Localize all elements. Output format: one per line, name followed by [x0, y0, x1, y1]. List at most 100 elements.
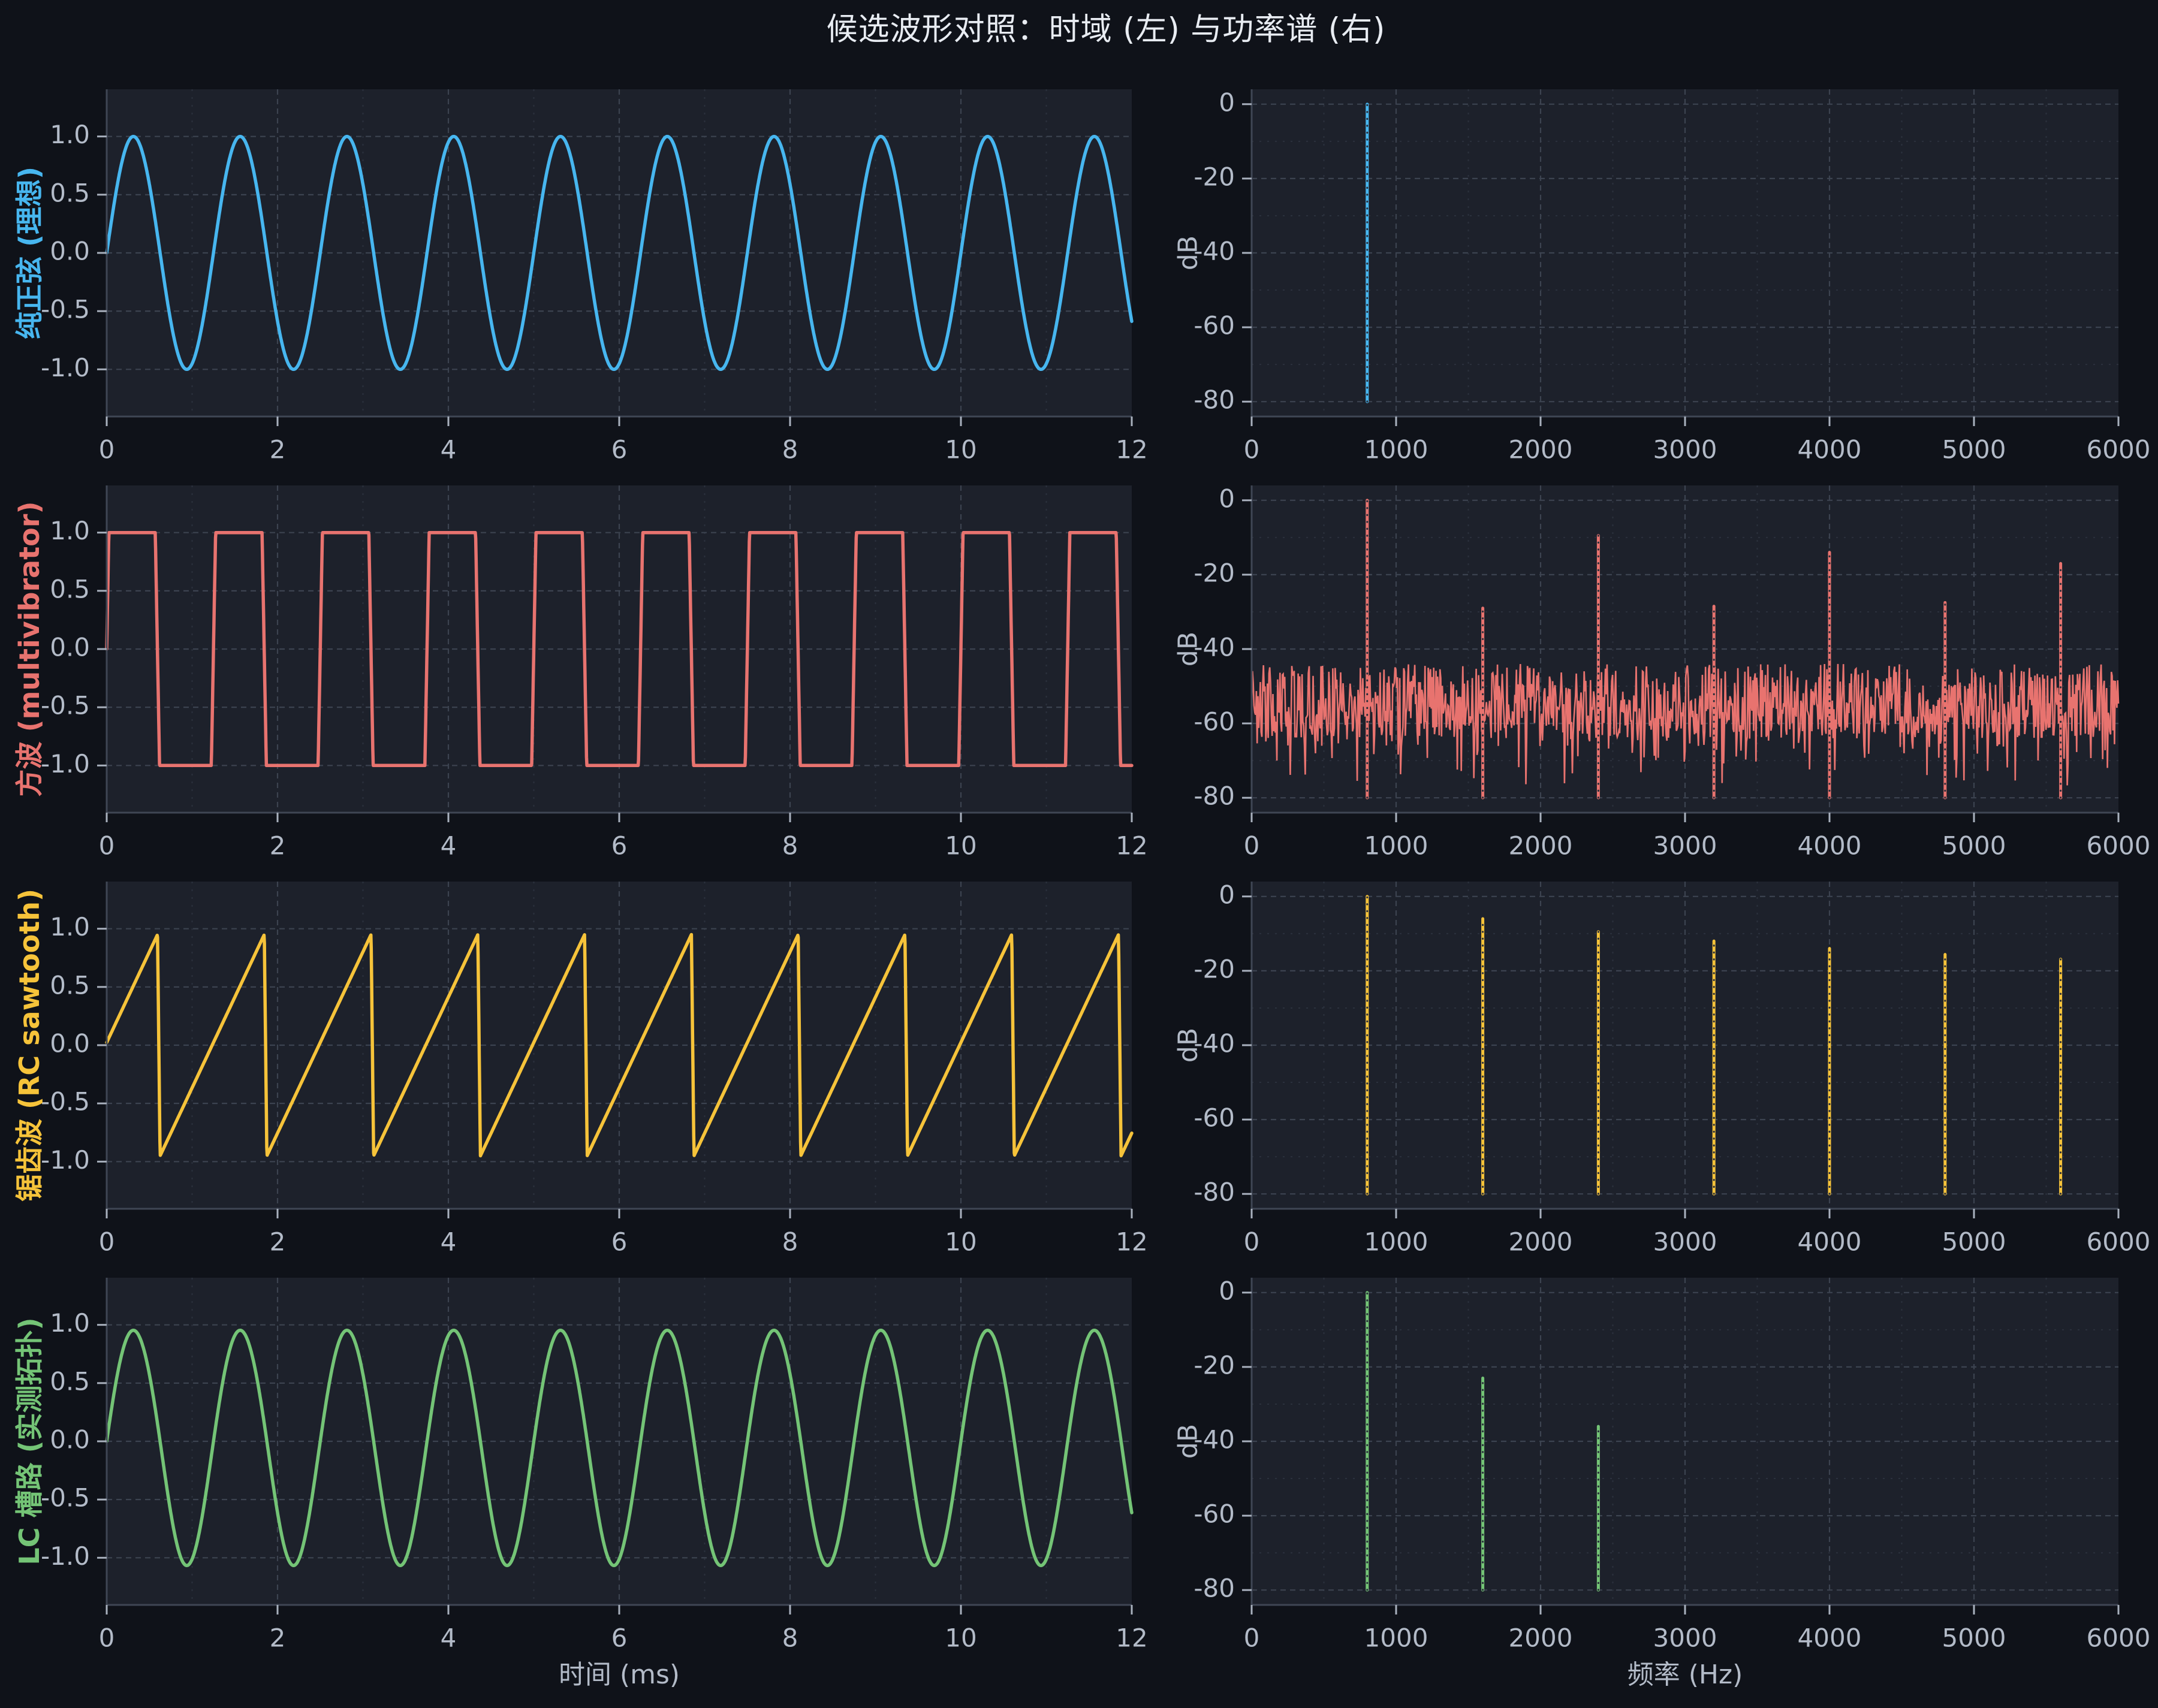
svg-text:4: 4 — [441, 1623, 457, 1653]
svg-text:5000: 5000 — [1942, 831, 2006, 861]
svg-text:0: 0 — [99, 435, 115, 464]
svg-text:0: 0 — [99, 1623, 115, 1653]
svg-text:12: 12 — [1116, 1623, 1147, 1653]
svg-text:6000: 6000 — [2087, 1623, 2151, 1653]
row-label-sawtooth: 锯齿波 (RC sawtooth) — [8, 889, 47, 1202]
svg-text:0: 0 — [1244, 435, 1260, 464]
time-plot-row-1: 0246810121.00.50.0-0.5-1.0 — [41, 89, 1148, 464]
figure-canvas: 0246810121.00.50.0-0.5-1.001000200030004… — [0, 0, 2158, 1708]
row-label-pure-sine: 纯正弦 (理想) — [8, 167, 47, 339]
svg-text:1000: 1000 — [1364, 831, 1428, 861]
svg-text:0: 0 — [1244, 831, 1260, 861]
row-label-square-wave: 方波 (multivibrator) — [8, 502, 47, 797]
svg-text:-0.5: -0.5 — [41, 1483, 90, 1513]
svg-text:12: 12 — [1116, 831, 1147, 861]
svg-text:2000: 2000 — [1509, 831, 1573, 861]
spectrum-plot-row-3: 01000200030004000500060000-20-40-60-80 — [1193, 880, 2150, 1256]
svg-text:0: 0 — [1219, 87, 1235, 117]
svg-text:-1.0: -1.0 — [41, 353, 90, 382]
svg-text:4000: 4000 — [1798, 435, 1862, 464]
svg-text:0.0: 0.0 — [50, 1029, 90, 1058]
figure-title: 候选波形对照：时域 (左) 与功率谱 (右) — [827, 4, 1386, 49]
svg-text:0.5: 0.5 — [50, 574, 90, 603]
svg-text:3000: 3000 — [1653, 1227, 1717, 1257]
svg-text:6: 6 — [611, 1227, 628, 1257]
svg-text:-80: -80 — [1193, 1178, 1235, 1207]
spectrum-plot-row-4: 01000200030004000500060000-20-40-60-80 — [1193, 1276, 2150, 1652]
db-axis-label-row-2: dB — [1173, 632, 1204, 666]
svg-text:6000: 6000 — [2087, 831, 2151, 861]
svg-text:10: 10 — [945, 1227, 976, 1257]
svg-text:2: 2 — [270, 1227, 286, 1257]
svg-text:2000: 2000 — [1509, 435, 1573, 464]
svg-text:-0.5: -0.5 — [41, 691, 90, 720]
svg-text:-20: -20 — [1193, 558, 1235, 587]
svg-text:1.0: 1.0 — [50, 120, 90, 149]
svg-text:0.5: 0.5 — [50, 970, 90, 1000]
freq-axis-label: 频率 (Hz) — [1627, 1653, 1743, 1691]
svg-text:-80: -80 — [1193, 385, 1235, 415]
svg-text:8: 8 — [782, 1623, 798, 1653]
svg-text:3000: 3000 — [1653, 1623, 1717, 1653]
svg-text:0: 0 — [1219, 484, 1235, 513]
svg-text:2: 2 — [270, 831, 286, 861]
svg-text:2: 2 — [270, 435, 286, 464]
svg-text:0: 0 — [1219, 1276, 1235, 1305]
svg-text:12: 12 — [1116, 435, 1147, 464]
svg-text:6000: 6000 — [2087, 435, 2151, 464]
svg-text:0.0: 0.0 — [50, 237, 90, 266]
svg-text:6000: 6000 — [2087, 1227, 2151, 1257]
svg-text:1000: 1000 — [1364, 1623, 1428, 1653]
svg-text:2000: 2000 — [1509, 1227, 1573, 1257]
svg-text:-80: -80 — [1193, 1574, 1235, 1603]
svg-text:-80: -80 — [1193, 781, 1235, 811]
svg-text:0.5: 0.5 — [50, 1366, 90, 1396]
svg-text:10: 10 — [945, 831, 976, 861]
svg-text:-0.5: -0.5 — [41, 295, 90, 324]
svg-text:-60: -60 — [1193, 707, 1235, 737]
svg-text:6: 6 — [611, 435, 628, 464]
svg-text:4: 4 — [441, 435, 457, 464]
svg-text:5000: 5000 — [1942, 1227, 2006, 1257]
db-axis-label-row-1: dB — [1173, 236, 1204, 270]
svg-text:2: 2 — [270, 1623, 286, 1653]
db-axis-label-row-3: dB — [1173, 1028, 1204, 1063]
svg-text:0: 0 — [1244, 1227, 1260, 1257]
time-plot-row-3: 0246810121.00.50.0-0.5-1.0 — [41, 882, 1148, 1257]
svg-text:-0.5: -0.5 — [41, 1087, 90, 1116]
time-plot-row-2: 0246810121.00.50.0-0.5-1.0 — [41, 485, 1148, 861]
svg-text:5000: 5000 — [1942, 1623, 2006, 1653]
svg-text:0: 0 — [1244, 1623, 1260, 1653]
time-plot-row-4: 0246810121.00.50.0-0.5-1.0 — [41, 1278, 1148, 1653]
svg-text:0.0: 0.0 — [50, 633, 90, 662]
svg-text:1000: 1000 — [1364, 1227, 1428, 1257]
svg-text:4000: 4000 — [1798, 1227, 1862, 1257]
svg-text:-20: -20 — [1193, 954, 1235, 983]
svg-text:-60: -60 — [1193, 311, 1235, 340]
svg-text:0.5: 0.5 — [50, 178, 90, 207]
spectrum-plot-row-2: 01000200030004000500060000-20-40-60-80 — [1193, 484, 2150, 860]
db-axis-label-row-4: dB — [1173, 1424, 1204, 1459]
svg-text:8: 8 — [782, 1227, 798, 1257]
svg-text:10: 10 — [945, 1623, 976, 1653]
svg-text:8: 8 — [782, 831, 798, 861]
spectrum-plot-row-1: 01000200030004000500060000-20-40-60-80 — [1193, 87, 2150, 464]
svg-text:1000: 1000 — [1364, 435, 1428, 464]
svg-text:6: 6 — [611, 831, 628, 861]
svg-text:0: 0 — [1219, 880, 1235, 909]
svg-text:0.0: 0.0 — [50, 1425, 90, 1454]
svg-text:4: 4 — [441, 1227, 457, 1257]
svg-text:-60: -60 — [1193, 1499, 1235, 1529]
svg-text:-1.0: -1.0 — [41, 1541, 90, 1571]
time-axis-label: 时间 (ms) — [559, 1653, 680, 1691]
svg-text:-20: -20 — [1193, 1350, 1235, 1380]
svg-text:-1.0: -1.0 — [41, 749, 90, 778]
svg-text:-60: -60 — [1193, 1103, 1235, 1133]
svg-text:12: 12 — [1116, 1227, 1147, 1257]
svg-text:1.0: 1.0 — [50, 912, 90, 941]
svg-text:4: 4 — [441, 831, 457, 861]
svg-text:-20: -20 — [1193, 162, 1235, 191]
svg-text:0: 0 — [99, 1227, 115, 1257]
svg-text:6: 6 — [611, 1623, 628, 1653]
svg-text:1.0: 1.0 — [50, 516, 90, 545]
